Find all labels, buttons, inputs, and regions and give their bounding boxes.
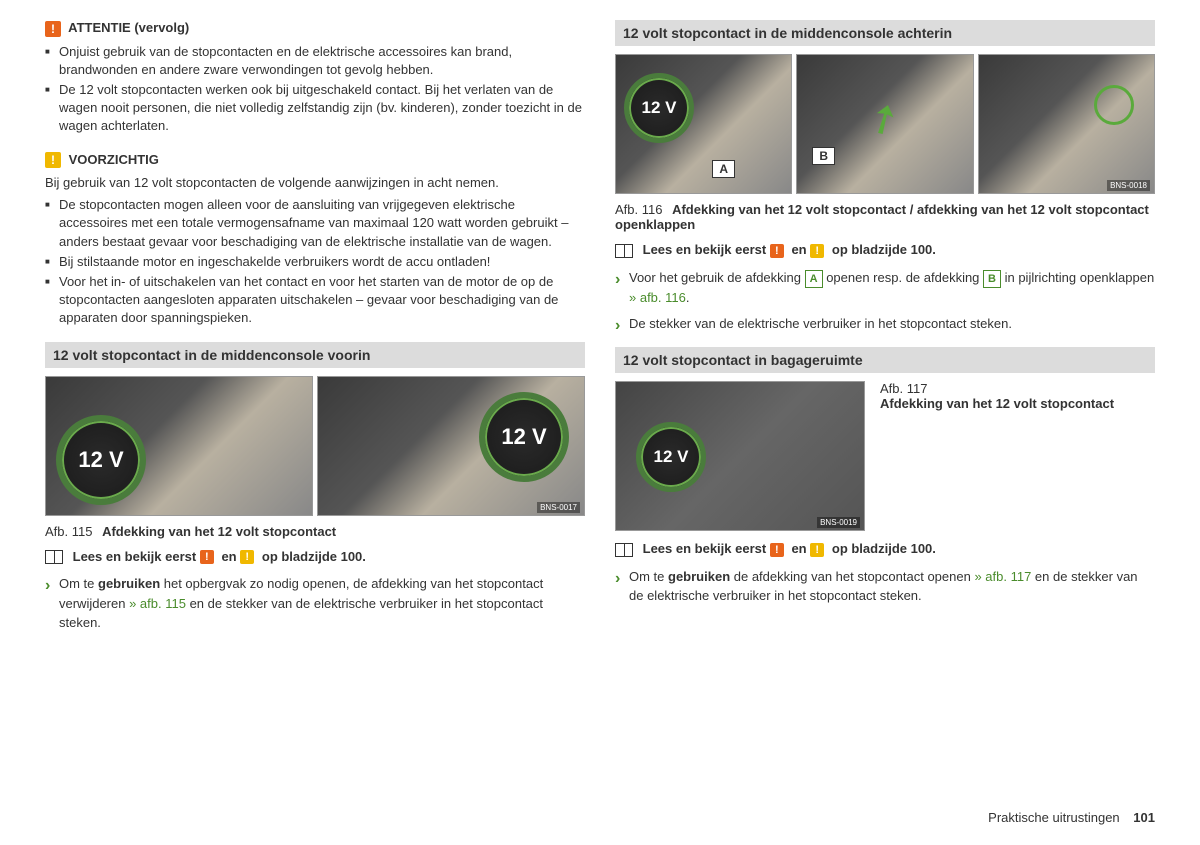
warning-icon: ! [45,21,61,37]
voorzichtig-header: VOORZICHTIG [69,152,159,167]
figure-caption: Afb. 115 Afdekking van het 12 volt stopc… [45,524,585,539]
right-column: 12 volt stopcontact in de middenconsole … [615,20,1155,639]
voorzichtig-item: Bij stilstaande motor en ingeschakelde v… [45,253,585,271]
read-first-line: Lees en bekijk eerst ! en ! op bladzijde… [615,242,1155,258]
book-icon [615,543,633,557]
section-title-trunk: 12 volt stopcontact in bagageruimte [615,347,1155,373]
figure-panel: B ➚ [796,54,973,194]
action-open-cover: Voor het gebruik de afdekking A openen r… [615,268,1155,308]
ref-afb-117: » afb. 117 [974,569,1031,584]
figure-panel: 12 V A [615,54,792,194]
image-code: BNS-0018 [1107,180,1150,191]
ref-afb-116: » afb. 116 [629,290,686,305]
section-title-rear-console: 12 volt stopcontact in de middenconsole … [615,20,1155,46]
figure-panel: 12 V BNS-0019 [615,381,865,531]
action-use-front: Om te gebruiken het opbergvak zo nodig o… [45,574,585,633]
voorzichtig-item: Voor het in- of uitschakelen van het con… [45,273,585,328]
ref-box-b: B [983,270,1001,289]
page-footer: Praktische uitrustingen 101 [988,810,1155,825]
page-number: 101 [1133,810,1155,825]
12v-badge: 12 V [636,422,706,492]
highlight-circle [1094,85,1134,125]
read-first-line: Lees en bekijk eerst ! en ! op bladzijde… [615,541,1155,557]
ref-afb-115: » afb. 115 [129,596,186,611]
caution-icon: ! [45,152,61,168]
figure-116: 12 V A B ➚ BNS-0018 [615,54,1155,194]
arrow-icon: ➚ [858,91,910,148]
figure-caption: Afb. 116 Afdekking van het 12 volt stopc… [615,202,1155,232]
voorzichtig-intro: Bij gebruik van 12 volt stopcontacten de… [45,174,585,192]
warning-icon: ! [200,550,214,564]
book-icon [45,550,63,564]
caution-icon: ! [810,543,824,557]
footer-section: Praktische uitrustingen [988,810,1120,825]
action-plug-in: De stekker van de elektrische verbruiker… [615,314,1155,334]
left-column: ! ATTENTIE (vervolg) Onjuist gebruik van… [45,20,585,639]
warning-icon: ! [770,543,784,557]
figure-panel: 12 V BNS-0017 [317,376,585,516]
action-use-trunk: Om te gebruiken de afdekking van het sto… [615,567,1155,606]
12v-badge: 12 V [56,415,146,505]
figure-117-row: 12 V BNS-0019 Afb. 117 Afdekking van het… [615,381,1155,531]
attentie-item: De 12 volt stopcontacten werken ook bij … [45,81,585,136]
attentie-header: ATTENTIE (vervolg) [68,20,189,35]
attentie-item: Onjuist gebruik van de stopcontacten en … [45,43,585,79]
image-code: BNS-0019 [817,517,860,528]
caution-icon: ! [240,550,254,564]
ref-box-a: A [805,270,823,289]
label-b: B [812,147,835,165]
book-icon [615,244,633,258]
read-first-line: Lees en bekijk eerst ! en ! op bladzijde… [45,549,585,565]
12v-badge: 12 V [479,392,569,482]
label-a: A [712,160,735,178]
figure-panel: BNS-0018 [978,54,1155,194]
warning-icon: ! [770,244,784,258]
voorzichtig-item: De stopcontacten mogen alleen voor de aa… [45,196,585,251]
12v-badge: 12 V [624,73,694,143]
caution-icon: ! [810,244,824,258]
figure-115: 12 V 12 V BNS-0017 [45,376,585,516]
section-title-front-console: 12 volt stopcontact in de middenconsole … [45,342,585,368]
figure-panel: 12 V [45,376,313,516]
figure-caption: Afb. 117 Afdekking van het 12 volt stopc… [880,381,1114,411]
image-code: BNS-0017 [537,502,580,513]
